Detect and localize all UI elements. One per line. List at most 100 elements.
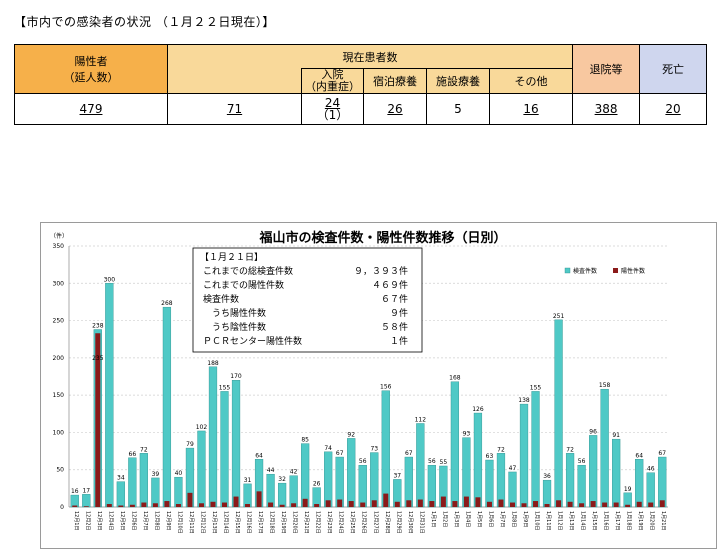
x-tick-label: 12月27日	[372, 511, 378, 534]
positives-bar	[383, 493, 389, 507]
bar-value-label: 37	[393, 472, 401, 479]
positives-bar	[648, 502, 654, 507]
x-tick-label: 12月17日	[257, 511, 263, 534]
positives-bar	[659, 500, 665, 507]
bar-value-label: 85	[301, 437, 309, 444]
tests-bar	[635, 459, 644, 508]
x-tick-label: 1月1日	[430, 511, 436, 527]
x-tick-label: 12月2日	[84, 511, 90, 531]
tests-bar	[197, 430, 206, 508]
tests-bar	[542, 479, 552, 508]
tests-bar	[82, 494, 91, 508]
tests-bar	[151, 477, 160, 508]
bar-value-label: 93	[463, 431, 471, 438]
death-value[interactable]: 20	[665, 102, 681, 116]
tests-bar	[381, 390, 390, 508]
positive-value[interactable]: 479	[79, 102, 103, 116]
tests-bar	[208, 366, 218, 508]
current-value[interactable]: 71	[226, 102, 243, 116]
x-tick-label: 12月31日	[418, 511, 424, 534]
x-tick-label: 12月16日	[246, 511, 252, 534]
hotel-value[interactable]: 26	[387, 102, 403, 116]
legend-positives-label: 陽性件数	[621, 267, 645, 275]
y-unit-label: （件）	[50, 232, 68, 240]
info-box-line-value: ９件	[390, 307, 408, 319]
positives-bar	[198, 503, 204, 507]
info-box-line-label: うち陽性件数	[203, 307, 266, 319]
other-value[interactable]: 16	[523, 102, 539, 116]
hospital-cell: 24 （1）	[301, 93, 364, 125]
info-box-line-value: １件	[390, 335, 408, 347]
positives-bar	[579, 503, 585, 507]
bar-value-label: 72	[497, 446, 505, 453]
y-tick-label: 300	[53, 280, 65, 287]
positives-bar	[452, 501, 458, 507]
bar-value-label: 72	[566, 446, 574, 453]
x-tick-label: 1月8日	[510, 511, 516, 527]
bar-value-label: 251	[553, 313, 565, 320]
y-tick-label: 350	[53, 243, 65, 250]
positives-bar	[118, 505, 124, 507]
hospital-value[interactable]: 24	[324, 96, 341, 110]
bar-value-label: 96	[589, 428, 597, 435]
tests-bar	[370, 452, 379, 508]
positives-bar	[152, 503, 158, 507]
tests-bar	[416, 423, 425, 508]
bar-value-label: 300	[104, 276, 116, 283]
recovered-value[interactable]: 388	[594, 102, 618, 116]
x-tick-label: 1月4日	[464, 511, 470, 527]
positives-bar	[406, 500, 412, 507]
facility-header: 施設療養	[426, 68, 490, 94]
positives-bar	[233, 496, 239, 507]
tests-bar	[485, 459, 494, 508]
x-tick-label: 1月14日	[580, 511, 586, 531]
x-tick-label: 12月6日	[130, 511, 136, 531]
positives-bar	[486, 501, 492, 507]
positive-label: 陽性者	[74, 55, 108, 68]
info-box-line-value: ６７件	[381, 293, 408, 305]
tests-bar	[289, 475, 298, 508]
bar-value-label: 40	[175, 470, 183, 477]
x-tick-label: 12月11日	[188, 511, 194, 534]
bar-value-label: 56	[578, 458, 586, 465]
positives-bar	[325, 500, 331, 507]
tests-bar	[404, 456, 413, 508]
positives-bar	[129, 504, 135, 507]
bar-value-label: 92	[347, 431, 355, 438]
positives-bar	[556, 500, 562, 507]
positives-bar	[394, 501, 400, 507]
positives-bar	[164, 501, 170, 507]
tests-bar	[139, 453, 148, 508]
positives-bar	[222, 502, 228, 507]
positives-bar	[544, 504, 550, 507]
info-box-line-label: うち陰性件数	[203, 321, 266, 333]
x-tick-label: 12月26日	[361, 511, 367, 534]
bar-value-label: 188	[207, 360, 219, 367]
positives-bar	[72, 505, 78, 507]
x-tick-label: 1月16日	[603, 511, 609, 531]
tests-bar	[554, 319, 563, 508]
tests-bar	[70, 494, 79, 508]
bar-value-label: 138	[518, 397, 530, 404]
bar-value-label: 112	[415, 416, 427, 423]
bar-value-label: 170	[230, 373, 242, 380]
tests-bar	[646, 472, 655, 508]
x-tick-label: 12月5日	[119, 511, 125, 531]
positives-bar	[463, 496, 469, 507]
y-tick-label: 100	[53, 429, 65, 436]
facility-label: 施設療養	[436, 75, 480, 88]
x-tick-label: 12月4日	[107, 511, 113, 531]
tests-bar	[266, 473, 275, 508]
positives-value-label: 235	[92, 355, 104, 362]
positives-bar	[291, 503, 297, 507]
bar-value-label: 168	[449, 375, 461, 382]
bar-value-label: 26	[313, 481, 321, 488]
x-tick-label: 12月18日	[269, 511, 275, 534]
tests-bar	[220, 391, 229, 508]
current-patients-label: 現在患者数	[342, 50, 398, 64]
positives-bar	[106, 504, 112, 507]
positives-bar	[348, 501, 354, 507]
positives-bar	[360, 502, 366, 507]
x-tick-label: 12月30日	[407, 511, 413, 534]
x-tick-label: 1月2日	[441, 511, 447, 527]
